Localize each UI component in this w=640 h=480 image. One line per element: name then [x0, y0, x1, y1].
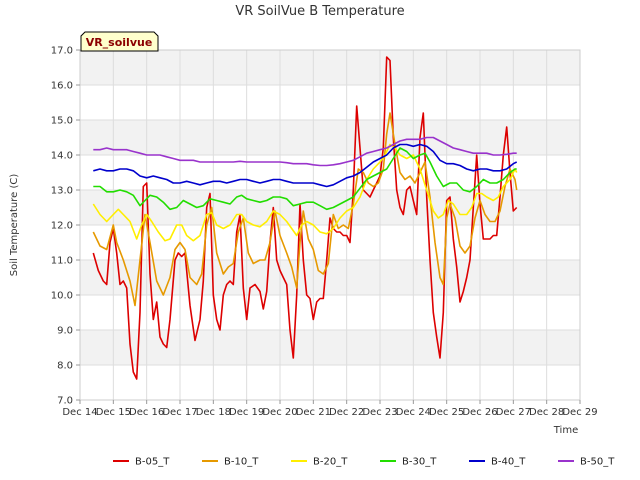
plot-band [80, 260, 580, 295]
legend-label: B-20_T [313, 457, 348, 468]
legend-label: B-30_T [402, 457, 437, 468]
series-line-B-30_T [93, 147, 517, 211]
legend-item-B-10_T: B-10_T [202, 457, 259, 468]
x-tick-label: Dec 29 [562, 407, 597, 418]
legend-label: B-10_T [224, 457, 259, 468]
series-line-B-40_T [93, 143, 518, 188]
x-tick-label: Dec 15 [96, 407, 131, 418]
badge-box [80, 31, 159, 52]
series-line-B-10_T [92, 112, 518, 307]
series-line-B-50_T [93, 136, 517, 167]
y-tick-label: 12.0 [51, 221, 73, 232]
x-tick-label: Dec 16 [129, 407, 164, 418]
x-tick-label: Dec 21 [296, 407, 331, 418]
legend-item-B-30_T: B-30_T [380, 457, 437, 468]
x-tick-label: Dec 25 [429, 407, 464, 418]
x-tick-label: Dec 22 [329, 407, 364, 418]
y-tick-label: 17.0 [51, 46, 73, 57]
x-tick-label: Dec 18 [196, 407, 231, 418]
y-axis-label: Soil Temperature (C) [9, 174, 20, 277]
x-tick-label: Dec 19 [229, 407, 264, 418]
y-tick-label: 9.0 [57, 326, 73, 337]
plot-band [80, 120, 580, 155]
y-tick-label: 7.0 [57, 396, 73, 407]
legend-label: B-50_T [580, 457, 615, 468]
x-tick-label: Dec 24 [396, 407, 431, 418]
y-tick-label: 10.0 [51, 291, 73, 302]
x-tick-label: Dec 27 [496, 407, 531, 418]
y-axis-ticks: 7.0 8.0 9.0 10.0 11.0 12.0 13.0 14.0 15.0 16.0 17.… [51, 46, 80, 407]
y-tick-label: 16.0 [51, 81, 73, 92]
x-tick-label: Dec 28 [529, 407, 564, 418]
x-tick-label: Dec 17 [162, 407, 197, 418]
x-tick-label: Dec 26 [462, 407, 497, 418]
series-line-B-05_T [92, 56, 518, 380]
legend-item-B-40_T: B-40_T [469, 457, 526, 468]
series-line-B-20_T [92, 143, 518, 242]
series-layer [92, 56, 518, 380]
legend: B-05_T B-10_T B-20_T B-30_T B-40_T B-50_T [113, 457, 615, 468]
y-tick-label: 13.0 [51, 186, 73, 197]
legend-label: B-05_T [135, 457, 170, 468]
y-tick-label: 14.0 [51, 151, 73, 162]
plot-band [80, 50, 580, 85]
x-axis-label: Time [553, 425, 578, 436]
x-tick-label: Dec 23 [362, 407, 397, 418]
x-tick-label: Dec 14 [62, 407, 97, 418]
y-tick-label: 15.0 [51, 116, 73, 127]
badge-label: VR_soilvue [86, 36, 153, 49]
chart-title: VR SoilVue B Temperature [235, 4, 404, 19]
y-tick-label: 8.0 [57, 361, 73, 372]
y-tick-label: 11.0 [51, 256, 73, 267]
station-badge: VR_soilvue [80, 31, 159, 52]
x-tick-label: Dec 20 [262, 407, 297, 418]
legend-label: B-40_T [491, 457, 526, 468]
plot-band [80, 330, 580, 365]
legend-item-B-05_T: B-05_T [113, 457, 170, 468]
legend-item-B-50_T: B-50_T [558, 457, 615, 468]
legend-item-B-20_T: B-20_T [291, 457, 348, 468]
